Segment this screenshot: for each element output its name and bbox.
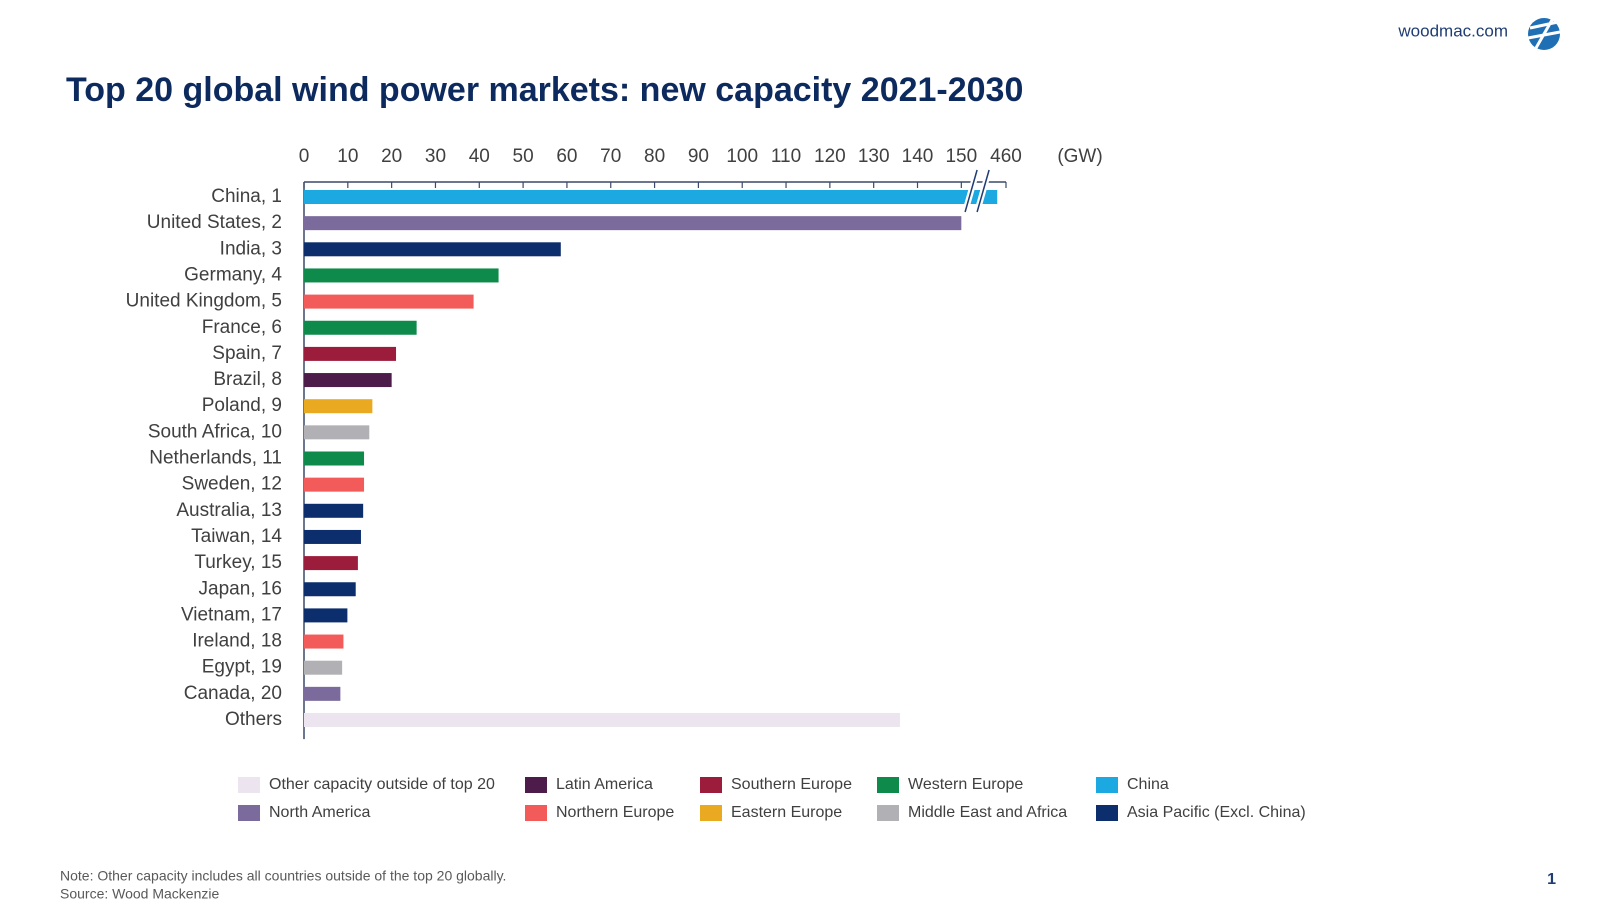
y-tick-label: Germany, 4 [184,264,282,285]
y-tick-label: Sweden, 12 [182,474,282,495]
y-tick-label: United States, 2 [147,212,282,233]
bar [304,608,348,623]
x-tick-label: 10 [337,146,358,167]
x-tick-label: 110 [771,146,801,167]
legend-swatch [877,777,899,793]
bar [304,373,392,388]
x-axis-label: (GW) [1057,146,1102,167]
bar [304,216,962,231]
bar [304,190,998,204]
legend-swatch [525,805,547,821]
bar [304,399,373,414]
bar [304,529,361,544]
y-tick-label: Ireland, 18 [192,631,282,652]
bar [304,346,397,361]
bar [304,556,358,571]
bar [304,294,474,309]
y-tick-label: Egypt, 19 [202,657,282,678]
y-tick-label: France, 6 [202,317,282,338]
y-tick-label: South Africa, 10 [148,421,282,442]
bar [304,713,900,727]
x-tick-label: 40 [469,146,490,167]
legend-label: Asia Pacific (Excl. China) [1127,804,1306,821]
y-tick-label: Japan, 16 [199,578,282,599]
y-tick-label: United Kingdom, 5 [126,291,282,312]
bar [304,242,561,257]
y-tick-label: Poland, 9 [202,395,282,416]
y-tick-label: India, 3 [220,238,282,259]
x-tick-label: 150 [945,146,977,167]
legend-swatch [1096,777,1118,793]
y-tick-label: China, 1 [211,186,282,207]
x-tick-label: 70 [600,146,621,167]
legend-label: Middle East and Africa [908,804,1067,821]
x-tick-label: 90 [688,146,709,167]
x-tick-label: 100 [726,146,758,167]
bar [304,582,356,597]
bar [304,268,499,283]
bar [304,425,370,440]
x-tick-label: 50 [513,146,534,167]
legend-label: North America [269,804,370,821]
legend-label: Southern Europe [731,776,852,793]
y-tick-label: Others [225,709,282,730]
bar [304,477,365,492]
logo [1527,18,1561,50]
x-tick-label: 120 [814,146,846,167]
legend-swatch [238,805,260,821]
y-tick-label: Canada, 20 [184,683,282,704]
legend-swatch [1096,805,1118,821]
y-tick-label: Vietnam, 17 [181,604,282,625]
y-tick-label: Brazil, 8 [213,369,282,390]
legend-label: China [1127,776,1169,793]
legend-swatch [877,805,899,821]
x-tick-label: 0 [299,146,310,167]
bar [304,660,343,675]
legend-label: Other capacity outside of top 20 [269,776,495,793]
legend-swatch [700,777,722,793]
page-number: 1 [1547,871,1556,888]
x-tick-label: 20 [381,146,402,167]
bar [304,320,417,335]
legend-label: Latin America [556,776,653,793]
bar [304,451,365,466]
bar [304,634,344,649]
x-tick-label: 140 [902,146,934,167]
note: Note: Other capacity includes all countr… [60,868,506,884]
legend-swatch [525,777,547,793]
legend-label: Eastern Europe [731,804,842,821]
x-tick-label: 130 [858,146,890,167]
x-tick-label: 30 [425,146,446,167]
y-tick-label: Australia, 13 [176,500,282,521]
legend-swatch [238,777,260,793]
y-tick-label: Taiwan, 14 [191,526,282,547]
chart-title: Top 20 global wind power markets: new ca… [66,71,1023,109]
legend-swatch [700,805,722,821]
legend-label: Northern Europe [556,804,674,821]
x-tick-label: 80 [644,146,665,167]
brand: woodmac.com [1397,21,1508,40]
x-tick-label: 60 [556,146,577,167]
bar [304,503,364,518]
bar [304,686,341,701]
y-tick-label: Turkey, 15 [194,552,282,573]
x-tick-label: 460 [990,146,1022,167]
axis-break [964,169,978,213]
y-tick-label: Spain, 7 [212,343,282,364]
legend-label: Western Europe [908,776,1023,793]
source: Source: Wood Mackenzie [60,886,219,900]
y-tick-label: Netherlands, 11 [149,448,282,469]
axis-break [976,169,990,213]
